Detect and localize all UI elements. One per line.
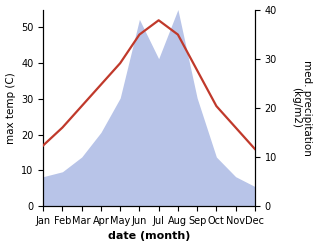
Y-axis label: max temp (C): max temp (C) bbox=[5, 72, 16, 144]
Y-axis label: med. precipitation
(kg/m2): med. precipitation (kg/m2) bbox=[291, 60, 313, 156]
X-axis label: date (month): date (month) bbox=[108, 231, 190, 242]
